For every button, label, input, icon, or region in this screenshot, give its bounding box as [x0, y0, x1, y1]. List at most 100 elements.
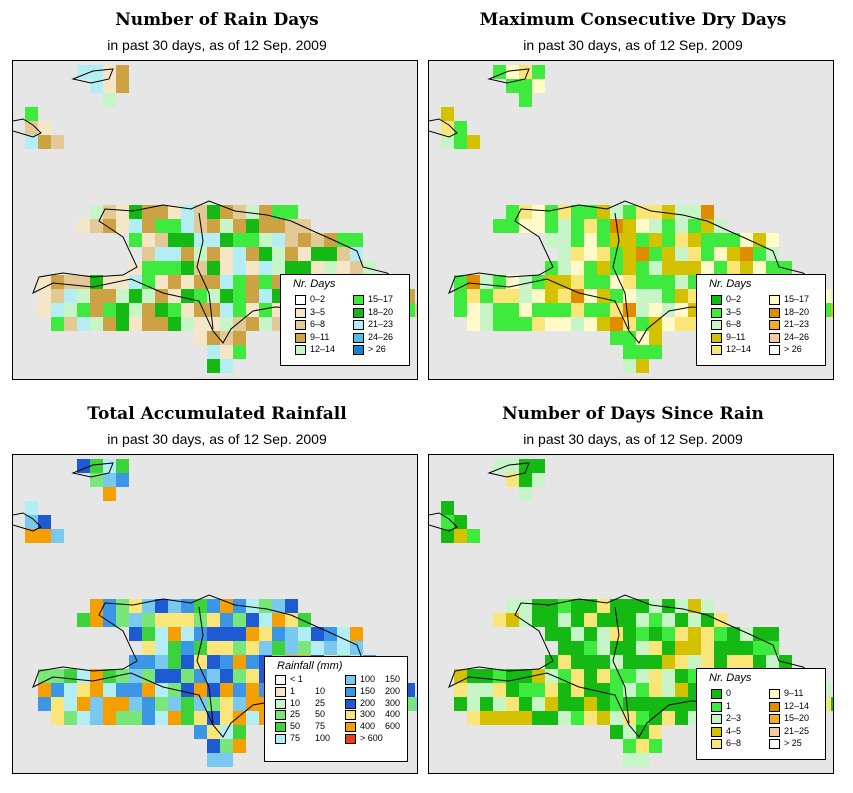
grid-cell — [597, 219, 610, 233]
grid-cell — [623, 317, 636, 331]
grid-cell — [545, 599, 558, 613]
grid-cell — [714, 261, 727, 275]
grid-cell — [259, 303, 272, 317]
grid-cell — [168, 219, 181, 233]
grid-cell — [506, 599, 519, 613]
grid-cell — [636, 205, 649, 219]
legend-label: 21–23 — [368, 319, 394, 329]
grid-cell — [103, 459, 116, 473]
grid-cell — [181, 697, 194, 711]
grid-cell — [272, 599, 285, 613]
grid-cell — [441, 135, 454, 149]
small-island-outline — [487, 68, 530, 84]
grid-cell — [285, 599, 298, 613]
legend-label: 0–2 — [310, 294, 326, 304]
grid-cell — [584, 627, 597, 641]
legend: Rainfall (mm) < 1 1 10 10 25 25 50 50 75 75 100 100… — [264, 656, 408, 762]
grid-cell — [610, 289, 623, 303]
cuba-outline — [13, 118, 42, 138]
grid-cell — [207, 233, 220, 247]
grid-cell — [233, 219, 246, 233]
grid-cell — [545, 627, 558, 641]
legend-swatch — [353, 307, 364, 318]
legend-label: 15–17 — [368, 294, 394, 304]
grid-cell — [233, 613, 246, 627]
grid-cell — [103, 683, 116, 697]
grid-cell — [220, 275, 233, 289]
grid-cell — [51, 303, 64, 317]
grid-cell — [623, 205, 636, 219]
legend-label: 10 — [290, 697, 301, 708]
grid-cell — [519, 669, 532, 683]
legend-label: 300 — [385, 697, 401, 708]
grid-cell — [649, 233, 662, 247]
grid-cell — [701, 641, 714, 655]
legend-swatch — [353, 345, 364, 355]
grid-cell — [558, 697, 571, 711]
grid-cell — [90, 697, 103, 711]
grid-cell — [571, 627, 584, 641]
grid-cell — [597, 655, 610, 669]
grid-cell — [103, 697, 116, 711]
grid-cell — [610, 275, 623, 289]
grid-cell — [493, 65, 506, 79]
grid-cell — [77, 683, 90, 697]
grid-cell — [259, 627, 272, 641]
legend-label: 6–8 — [726, 319, 742, 329]
grid-cell — [233, 317, 246, 331]
grid-cell — [571, 669, 584, 683]
grid-cell — [779, 261, 792, 275]
grid-cell — [506, 65, 519, 79]
grid-cell — [480, 711, 493, 725]
grid-cell — [714, 641, 727, 655]
grid-cell — [220, 697, 233, 711]
country-border — [612, 212, 630, 330]
grid-cell — [207, 205, 220, 219]
grid-cell — [441, 121, 454, 135]
grid-cell — [727, 247, 740, 261]
grid-cell — [675, 247, 688, 261]
grid-cell — [207, 655, 220, 669]
grid-cell — [155, 627, 168, 641]
grid-cell — [454, 289, 467, 303]
grid-cell — [129, 599, 142, 613]
grid-cell — [597, 711, 610, 725]
grid-cell — [597, 247, 610, 261]
grid-cell — [155, 261, 168, 275]
grid-cell — [51, 669, 64, 683]
grid-cell — [610, 669, 623, 683]
legend-label: 21–23 — [784, 319, 810, 329]
legend-label: 9–11 — [726, 331, 746, 342]
grid-cell — [675, 233, 688, 247]
grid-cell — [545, 669, 558, 683]
grid-cell — [233, 627, 246, 641]
grid-cell — [220, 739, 233, 753]
legend-swatch — [353, 332, 364, 343]
grid-cell — [194, 261, 207, 275]
legend-label: 75 — [315, 721, 326, 732]
grid-cell — [207, 739, 220, 753]
grid-cell — [701, 233, 714, 247]
panel-subtitle: in past 30 days, as of 12 Sep. 2009 — [523, 431, 743, 447]
grid-cell — [129, 303, 142, 317]
grid-cell — [532, 459, 545, 473]
grid-cell — [454, 303, 467, 317]
grid-cell — [623, 669, 636, 683]
legend-label: > 26 — [784, 344, 802, 354]
grid-cell — [636, 753, 649, 767]
grid-cell — [571, 655, 584, 669]
grid-cell — [584, 599, 597, 613]
grid-cell — [90, 65, 103, 79]
grid-cell — [246, 655, 259, 669]
grid-cell — [584, 697, 597, 711]
grid-cell — [77, 289, 90, 303]
grid-cell — [181, 317, 194, 331]
grid-cell — [636, 641, 649, 655]
grid-cell — [701, 205, 714, 219]
legend-swatch — [769, 689, 780, 699]
grid-cell — [259, 317, 272, 331]
grid-cell — [649, 219, 662, 233]
grid-cell — [142, 289, 155, 303]
grid-cell — [597, 261, 610, 275]
map-frame — [12, 454, 418, 774]
